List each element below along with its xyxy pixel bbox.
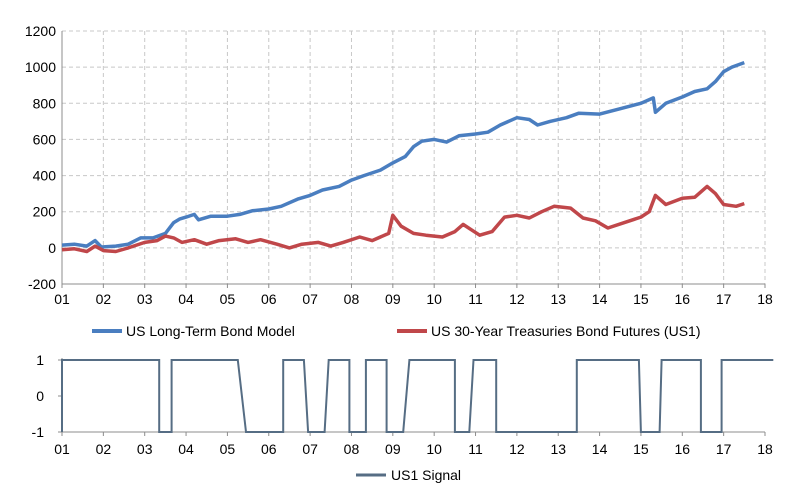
x-tick-label: 12 — [509, 291, 525, 307]
signal-y-tick-label: 1 — [36, 352, 44, 368]
signal-x-tick-label: 18 — [757, 441, 773, 457]
signal-series-line — [61, 359, 774, 433]
signal-x-tick-label: 17 — [716, 441, 732, 457]
x-tick-label: 01 — [54, 291, 70, 307]
legend-label-signal: US1 Signal — [391, 467, 461, 483]
signal-x-tick-label: 13 — [550, 441, 566, 457]
y-tick-label: 1000 — [25, 59, 56, 75]
x-tick-label: 07 — [302, 291, 318, 307]
futures-series-line — [61, 184, 745, 254]
signal-x-tick-label: 11 — [468, 441, 483, 457]
x-tick-label: 04 — [178, 291, 194, 307]
legend-label-futures: US 30-Year Treasuries Bond Futures (US1) — [431, 323, 701, 339]
signal-x-tick-label: 03 — [137, 441, 153, 457]
bottom-chart: 10-101 02 03 04 05 06 07 08 09 10 11 12 13 14 15 16 17 18 — [32, 352, 774, 457]
signal-x-tick-label: 10 — [426, 441, 442, 457]
signal-x-tick-label: 05 — [220, 441, 236, 457]
signal-x-tick-label: 02 — [96, 441, 112, 457]
y-tick-label: 200 — [33, 204, 57, 220]
y-tick-label: 0 — [48, 240, 56, 256]
x-tick-label: 10 — [426, 291, 442, 307]
signal-x-tick-label: 06 — [261, 441, 277, 457]
signal-x-tick-label: 15 — [633, 441, 649, 457]
x-tick-label: 11 — [468, 291, 483, 307]
x-tick-label: 17 — [716, 291, 732, 307]
legend-label-model: US Long-Term Bond Model — [126, 323, 295, 339]
x-tick-label: 18 — [757, 291, 773, 307]
bottom-legend: US1 Signal — [356, 467, 461, 483]
y-tick-label: 1200 — [25, 23, 56, 39]
signal-y-tick-label: -1 — [32, 424, 45, 440]
signal-x-tick-label: 04 — [178, 441, 194, 457]
y-tick-label: 800 — [33, 95, 57, 111]
x-tick-label: 14 — [592, 291, 608, 307]
model-series-line — [61, 60, 745, 249]
x-tick-label: 06 — [261, 291, 277, 307]
signal-x-tick-label: 09 — [385, 441, 401, 457]
y-tick-label: 600 — [33, 131, 57, 147]
x-tick-label: 09 — [385, 291, 401, 307]
x-tick-label: 15 — [633, 291, 649, 307]
top-legend: US Long-Term Bond Model US 30-Year Treasu… — [92, 323, 701, 339]
x-tick-label: 16 — [675, 291, 691, 307]
y-tick-label: 400 — [33, 168, 57, 184]
signal-y-tick-label: 0 — [36, 388, 44, 404]
signal-x-tick-label: 07 — [302, 441, 318, 457]
signal-x-tick-label: 14 — [592, 441, 608, 457]
signal-x-tick-label: 16 — [675, 441, 691, 457]
signal-x-tick-label: 01 — [54, 441, 70, 457]
x-tick-label: 13 — [550, 291, 566, 307]
signal-x-tick-label: 08 — [344, 441, 360, 457]
y-tick-label: -200 — [28, 276, 56, 292]
x-tick-label: 03 — [137, 291, 153, 307]
signal-x-tick-label: 12 — [509, 441, 525, 457]
x-tick-label: 02 — [96, 291, 112, 307]
x-tick-label: 08 — [344, 291, 360, 307]
x-tick-label: 05 — [220, 291, 236, 307]
